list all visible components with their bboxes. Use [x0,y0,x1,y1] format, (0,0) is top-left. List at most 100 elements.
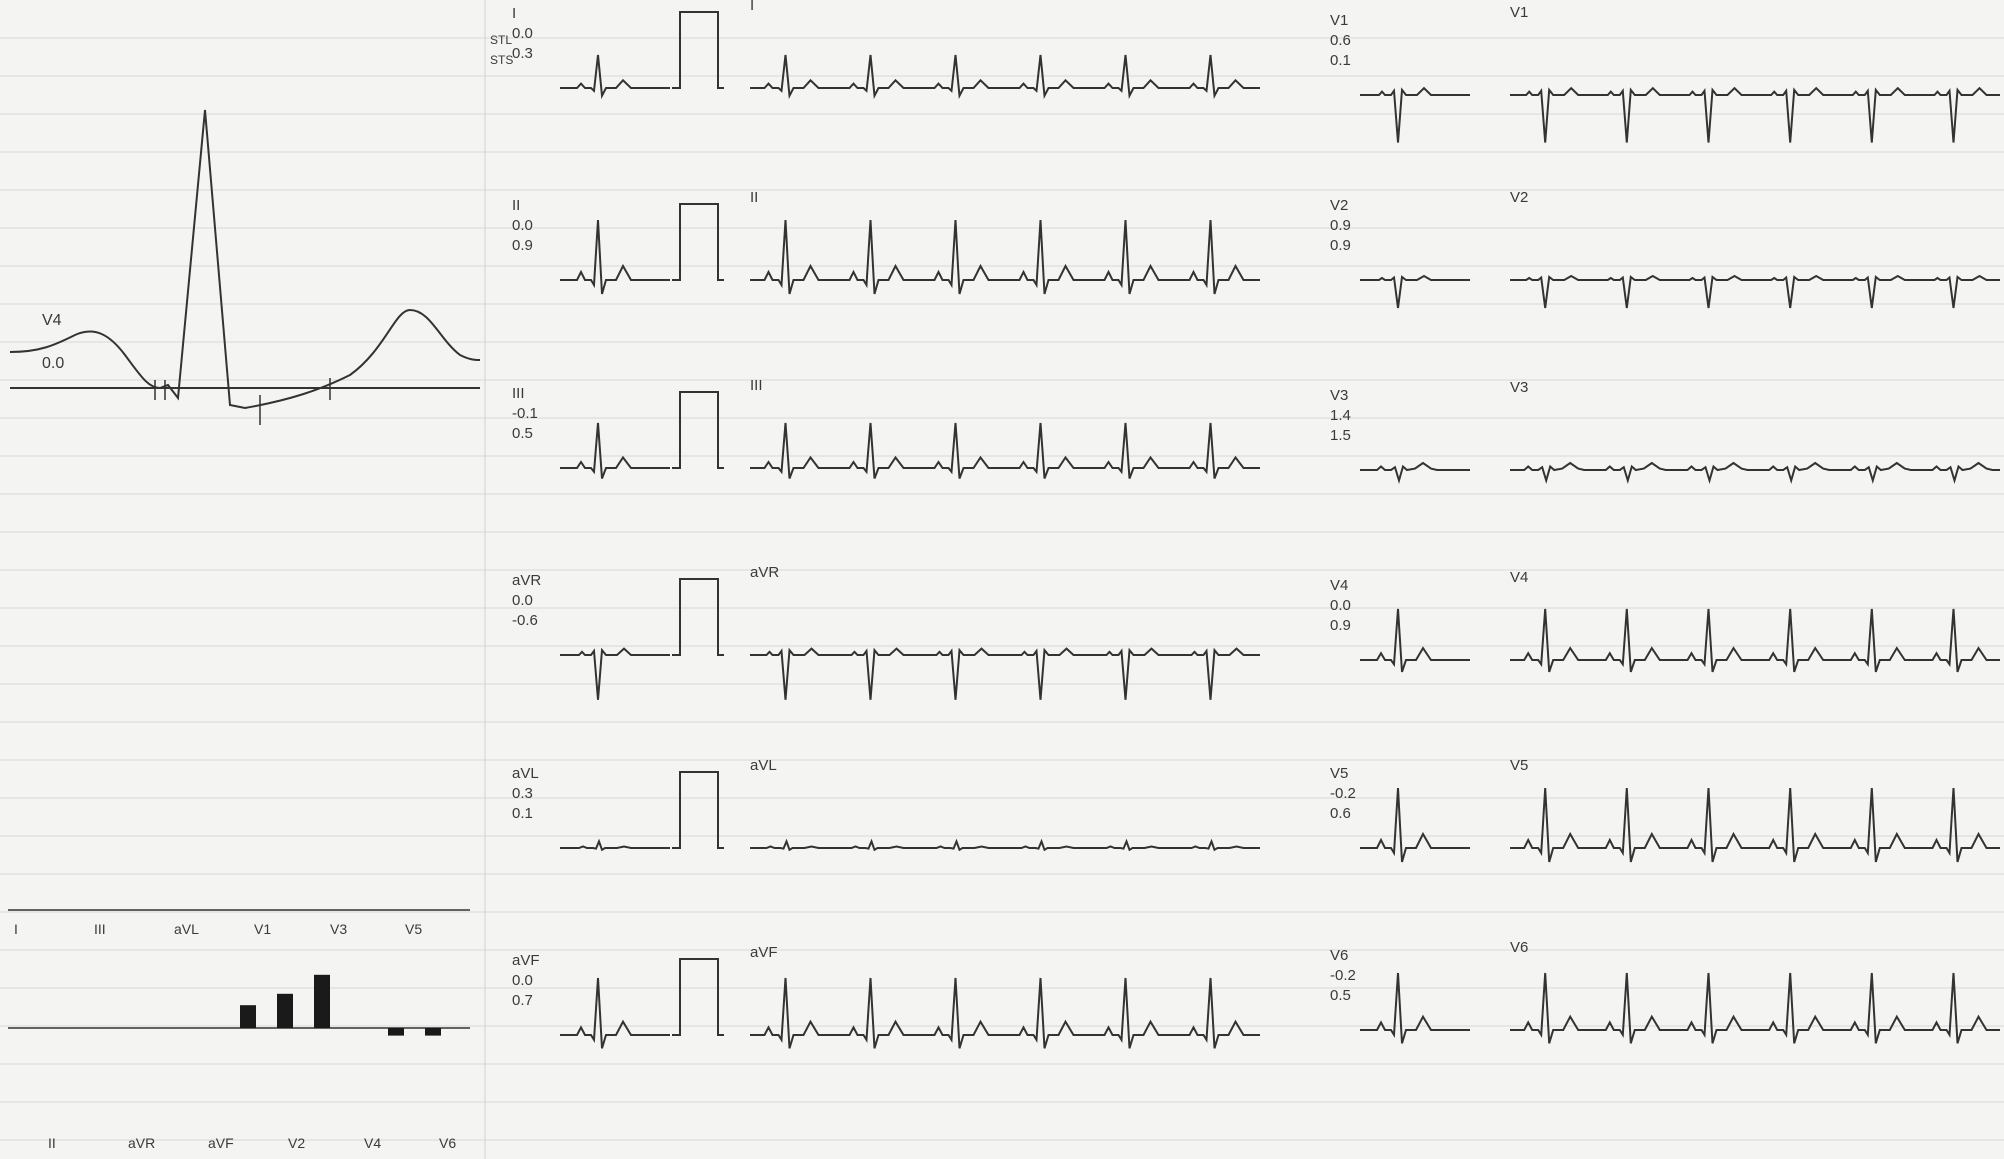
average-complex-V3 [1360,461,1470,485]
lead-label: V1 [1330,12,1348,29]
st-deviation-bar [240,1005,256,1028]
st-slope-value: 0.7 [512,992,533,1009]
lead-label: V6 [1330,947,1348,964]
rhythm-strip-V6 [1510,972,2000,1044]
sts-header-label: STS [490,53,513,67]
stmap-top-label: V5 [405,921,422,937]
stmap-top-label: aVL [174,921,199,937]
average-complex-V5 [1360,787,1470,863]
st-slope-value: 0.5 [1330,987,1351,1004]
st-level-value: 0.0 [1330,597,1351,614]
rhythm-strip-aVF [750,977,1260,1049]
strip-lead-label: aVR [750,564,779,581]
st-level-value: 0.0 [512,592,533,609]
average-complex-V2 [1360,274,1470,309]
st-level-value: 0.0 [512,25,533,42]
calibration-pulse [672,958,724,1036]
lead-label: aVL [512,765,539,782]
lead-label: V2 [1330,197,1348,214]
average-complex-aVF [560,977,670,1049]
st-slope-value: 0.9 [1330,617,1351,634]
rhythm-strip-aVR [750,647,1260,700]
calibration-pulse [672,391,724,469]
strip-lead-label: III [750,377,763,394]
st-level-value: -0.1 [512,405,538,422]
st-slope-value: 0.1 [512,805,533,822]
lead-label: aVR [512,572,541,589]
stmap-bottom-label: aVR [128,1135,155,1151]
rhythm-strip-II [750,219,1260,295]
strip-lead-label: V6 [1510,939,1528,956]
strip-lead-label: aVF [750,944,778,961]
st-slope-value: -0.6 [512,612,538,629]
detail-value: 0.0 [42,355,64,372]
st-level-value: 0.0 [512,217,533,234]
average-complex-aVL [560,838,670,852]
st-slope-value: 1.5 [1330,427,1351,444]
rhythm-strip-III [750,422,1260,479]
st-deviation-bar [425,1028,441,1036]
calibration-pulse [672,203,724,281]
st-level-value: -0.2 [1330,785,1356,802]
rhythm-strip-I [750,54,1260,100]
detail-lead-label: V4 [42,312,62,329]
lead-label: V3 [1330,387,1348,404]
rhythm-strip-V4 [1510,608,2000,673]
rhythm-strip-aVL [750,838,1260,852]
calibration-pulse [672,578,724,656]
st-deviation-bar [277,993,293,1028]
strip-lead-label: V5 [1510,757,1528,774]
st-level-value: 0.9 [1330,217,1351,234]
st-level-value: 0.3 [512,785,533,802]
stmap-bottom-label: V4 [364,1135,381,1151]
lead-label: V5 [1330,765,1348,782]
calibration-pulse [672,11,724,89]
st-deviation-bar [314,974,330,1028]
st-slope-value: 0.3 [512,45,533,62]
average-complex-V1 [1360,86,1470,143]
average-complex-V4 [1360,608,1470,673]
strip-lead-label: V2 [1510,189,1528,206]
strip-lead-label: I [750,0,754,14]
st-slope-value: 0.1 [1330,52,1351,69]
stmap-bottom-label: V6 [439,1135,456,1151]
rhythm-strip-V3 [1510,461,2000,485]
average-complex-aVR [560,647,670,700]
calibration-pulse [672,771,724,849]
st-slope-value: 0.6 [1330,805,1351,822]
strip-lead-label: aVL [750,757,777,774]
st-level-value: 0.0 [512,972,533,989]
st-level-value: -0.2 [1330,967,1356,984]
stmap-top-label: I [14,921,18,937]
average-complex-V6 [1360,972,1470,1044]
average-complex-II [560,219,670,295]
detail-complex-trace [9,109,481,410]
lead-label: aVF [512,952,540,969]
strip-lead-label: V3 [1510,379,1528,396]
stmap-bottom-label: V2 [288,1135,305,1151]
strip-lead-label: V1 [1510,4,1528,21]
stmap-bottom-label: aVF [208,1135,234,1151]
st-slope-value: 0.9 [512,237,533,254]
st-slope-value: 0.5 [512,425,533,442]
stmap-top-label: V1 [254,921,271,937]
average-complex-I [560,54,670,100]
lead-label: V4 [1330,577,1348,594]
st-level-value: 0.6 [1330,32,1351,49]
grid-lines [0,37,2004,1141]
st-deviation-bar [388,1028,404,1036]
stl-header-label: STL [490,33,512,47]
stmap-top-label: III [94,921,106,937]
strip-lead-label: V4 [1510,569,1528,586]
stmap-bottom-label: II [48,1135,56,1151]
strip-lead-label: II [750,189,758,206]
lead-label: III [512,385,525,402]
st-level-value: 1.4 [1330,407,1351,424]
lead-label: II [512,197,520,214]
rhythm-strip-V2 [1510,274,2000,309]
average-complex-III [560,422,670,479]
rhythm-strip-V5 [1510,787,2000,863]
lead-label: I [512,5,516,22]
